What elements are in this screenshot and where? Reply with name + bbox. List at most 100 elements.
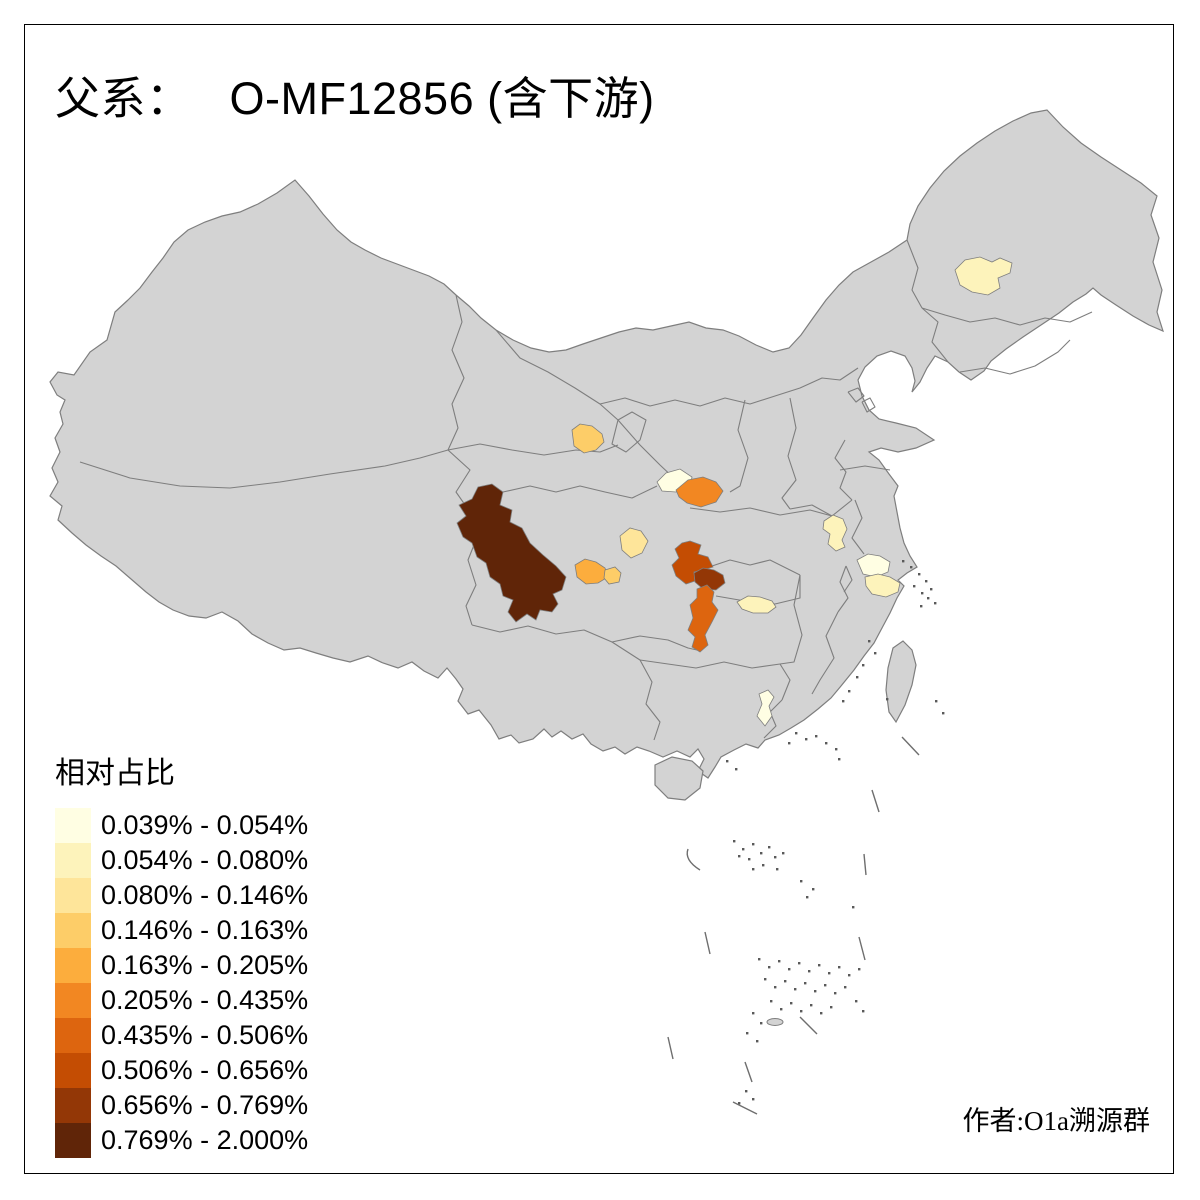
island-speck: [738, 855, 741, 858]
island-speck: [834, 992, 837, 995]
legend-title: 相对占比: [55, 757, 175, 790]
province-border-line: [921, 307, 949, 363]
sea-boundary-dash: [799, 1016, 818, 1035]
map-region-south-shaanxi-east: [675, 476, 724, 508]
map-region-central-anhui: [822, 514, 848, 552]
legend-label: 0.656% - 0.769%: [101, 1090, 309, 1120]
province-border-line: [847, 387, 865, 403]
sea-boundary-dash: [732, 1101, 758, 1115]
island-speck: [764, 978, 767, 981]
island-speck: [913, 585, 916, 588]
island-speck: [784, 980, 787, 983]
legend-swatch: [55, 1053, 91, 1088]
island-speck: [814, 990, 817, 993]
province-border-line: [781, 397, 797, 510]
island-speck: [862, 1010, 865, 1013]
province-border-line: [447, 443, 619, 456]
island-speck: [738, 1102, 741, 1105]
island-speck: [774, 986, 777, 989]
island-speck: [733, 840, 736, 843]
map-region-west-guangdong: [756, 689, 775, 727]
island-speck: [935, 700, 938, 703]
legend-swatch: [55, 808, 91, 843]
legend-row: 0.054% - 0.080%: [55, 843, 308, 878]
legend-swatch: [55, 878, 91, 913]
province-border-line: [921, 307, 1093, 326]
title-prefix: 父系：: [55, 74, 192, 124]
map-region-east-guizhou-strip: [687, 584, 719, 653]
legend-row: 0.506% - 0.656%: [55, 1053, 308, 1088]
island-speck: [748, 858, 751, 861]
island-speck: [806, 896, 809, 899]
island-speck: [852, 906, 855, 909]
province-border-line: [843, 565, 853, 593]
island-speck: [812, 888, 815, 891]
province-border-line: [689, 507, 833, 517]
legend-row: 0.163% - 0.205%: [55, 948, 308, 983]
south-sea-island-shape: [766, 1018, 784, 1026]
map-region-north-zhejiang-west: [856, 553, 891, 578]
island-speck: [768, 966, 771, 969]
map-region-southeast-chongqing: [693, 567, 726, 591]
island-speck: [735, 768, 738, 771]
title-haplogroup: O-MF12856 (含下游): [229, 73, 655, 124]
legend-label: 0.769% - 2.000%: [101, 1125, 309, 1155]
legend-label: 0.080% - 0.146%: [101, 880, 309, 910]
island-speck: [848, 690, 851, 693]
legend-label: 0.435% - 0.506%: [101, 1020, 309, 1050]
map-region-central-gansu: [571, 423, 605, 454]
island-speck: [746, 1032, 749, 1035]
island-speck: [918, 573, 921, 576]
legend-swatch: [55, 948, 91, 983]
island-speck: [768, 846, 771, 849]
island-speck: [758, 958, 761, 961]
legend-swatch: [55, 843, 91, 878]
province-border-line: [779, 663, 791, 701]
province-border-line: [611, 635, 698, 651]
island-speck: [752, 868, 755, 871]
sea-boundary-dash: [744, 1061, 753, 1083]
island-speck: [770, 1000, 773, 1003]
province-border-line: [831, 499, 853, 517]
island-speck: [920, 605, 923, 608]
island-speck: [798, 962, 801, 965]
legend-row: 0.656% - 0.769%: [55, 1088, 308, 1123]
island-speck: [742, 848, 745, 851]
hainan-island-shape: [654, 756, 704, 801]
island-speck: [921, 592, 924, 595]
province-border-line: [599, 403, 647, 453]
map-legend: 相对占比 0.039% - 0.054% 0.054% - 0.080% 0.0…: [55, 748, 308, 1158]
island-speck: [842, 700, 845, 703]
island-speck: [856, 676, 859, 679]
island-speck: [838, 966, 841, 969]
mainland-china-shape: [49, 109, 1164, 779]
island-speck: [776, 868, 779, 871]
province-border-line: [811, 611, 839, 695]
map-region-north-zhejiang-east: [864, 573, 901, 598]
island-speck: [790, 1002, 793, 1005]
province-border-line: [639, 659, 661, 741]
legend-swatch: [55, 1123, 91, 1158]
island-speck: [848, 974, 851, 977]
legend-swatch: [55, 913, 91, 948]
author-credit: 作者:O1a溯源群: [962, 1106, 1150, 1136]
island-speck: [818, 964, 821, 967]
island-speck: [828, 972, 831, 975]
legend-label: 0.506% - 0.656%: [101, 1055, 309, 1085]
map-region-north-sichuan: [619, 527, 649, 559]
island-speck: [830, 1006, 833, 1009]
legend-row: 0.039% - 0.054%: [55, 808, 308, 843]
legend-label: 0.163% - 0.205%: [101, 950, 309, 980]
island-speck: [902, 560, 905, 563]
province-border-line: [79, 449, 449, 489]
island-speck: [925, 580, 928, 583]
legend-row: 0.435% - 0.506%: [55, 1018, 308, 1053]
province-border-line: [447, 294, 465, 451]
province-border-line: [839, 465, 891, 471]
province-border-line: [715, 575, 801, 605]
island-speck: [752, 843, 755, 846]
sea-boundary-dash: [704, 931, 711, 955]
island-speck: [810, 1004, 813, 1007]
island-speck: [815, 735, 818, 738]
map-region-harbin-area: [954, 256, 1013, 296]
